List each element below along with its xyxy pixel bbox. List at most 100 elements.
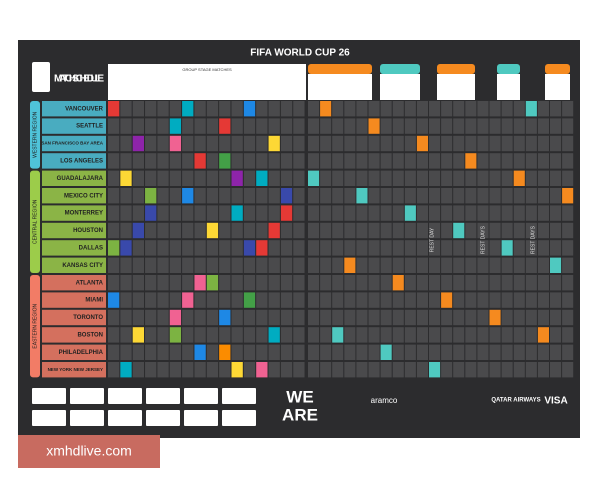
- grid-cell: [368, 292, 380, 308]
- grid-cell: [356, 275, 368, 291]
- grid-cell: [206, 101, 219, 117]
- grid-cell: [525, 135, 537, 152]
- grid-cell: [293, 292, 305, 308]
- grid-cell: [145, 257, 157, 273]
- grid-cell: [489, 327, 501, 343]
- grid-cell: [256, 205, 268, 221]
- grid-cell: [320, 188, 332, 204]
- grid-cell: [169, 309, 182, 326]
- grid-cell: [108, 309, 120, 326]
- grid-cell: [501, 309, 513, 326]
- grid-cell: [293, 135, 305, 152]
- grid-cell: [206, 257, 219, 273]
- grid-cell: [231, 170, 243, 186]
- grid-cell: [280, 292, 293, 308]
- grid-cell: [308, 309, 320, 326]
- grid-cell: [243, 344, 256, 360]
- grid-cell: [243, 240, 256, 256]
- grid-cell: [416, 101, 428, 117]
- grid-cell: [453, 205, 465, 221]
- logo-badge: [32, 62, 50, 92]
- region-bar: [30, 275, 40, 378]
- grid-cell: [525, 205, 537, 221]
- grid-cell: [368, 188, 380, 204]
- grid-cell: [256, 292, 268, 308]
- grid-cell: [293, 222, 305, 239]
- grid-cell: [182, 257, 194, 273]
- grid-cell: [392, 153, 404, 169]
- grid-cell: [537, 222, 549, 239]
- grid-cell: [219, 188, 231, 204]
- grid-cell: [404, 257, 416, 273]
- grid-cell: [182, 344, 194, 360]
- grid-cell: [206, 222, 219, 239]
- grid-cell: [441, 205, 453, 221]
- city-box: [42, 275, 106, 291]
- grid-cell: [465, 205, 477, 221]
- city-box: [42, 222, 106, 239]
- group-box: [222, 410, 256, 426]
- grid-cell: [380, 205, 392, 221]
- grid-cell: [525, 257, 537, 273]
- grid-cell: [441, 257, 453, 273]
- city-name: DALLAS: [79, 245, 103, 251]
- grid-cell: [169, 257, 182, 273]
- grid-cell: [550, 344, 562, 360]
- grid-cell: [231, 362, 243, 378]
- grid-cell: [429, 118, 441, 134]
- grid-cell: [256, 362, 268, 378]
- grid-cell: [380, 275, 392, 291]
- grid-cell: [157, 222, 169, 239]
- grid-cell: [332, 170, 344, 186]
- grid-cell: [320, 257, 332, 273]
- grid-cell: [562, 118, 574, 134]
- sponsor: VISA: [544, 396, 567, 407]
- grid-cell: [453, 188, 465, 204]
- grid-cell: [320, 153, 332, 169]
- grid-cell: [477, 344, 489, 360]
- grid-cell: [320, 275, 332, 291]
- grid-cell: [206, 170, 219, 186]
- grid-cell: [477, 292, 489, 308]
- grid-cell: [308, 170, 320, 186]
- grid-cell: [308, 101, 320, 117]
- grid-cell: [380, 135, 392, 152]
- grid-cell: [513, 118, 525, 134]
- grid-cell: [145, 205, 157, 221]
- grid-cell: [368, 170, 380, 186]
- grid-cell: [550, 327, 562, 343]
- grid-cell: [525, 309, 537, 326]
- grid-cell: [194, 222, 206, 239]
- grid-cell: [392, 222, 404, 239]
- grid-cell: [132, 344, 144, 360]
- grid-cell: [513, 135, 525, 152]
- city-box: [42, 101, 106, 117]
- grid-cell: [182, 118, 194, 134]
- grid-cell: [550, 257, 562, 273]
- grid-cell: [268, 362, 280, 378]
- grid-cell: [356, 309, 368, 326]
- grid-cell: [501, 240, 513, 256]
- grid-cell: [368, 362, 380, 378]
- grid-cell: [356, 135, 368, 152]
- grid-cell: [344, 240, 356, 256]
- grid-cell: [332, 240, 344, 256]
- grid-cell: [320, 170, 332, 186]
- grid-cell: [219, 205, 231, 221]
- grid-cell: [525, 170, 537, 186]
- grid-cell: [368, 327, 380, 343]
- grid-cell: [120, 344, 132, 360]
- grid-cell: [525, 101, 537, 117]
- grid-cell: [380, 188, 392, 204]
- grid-cell: [320, 222, 332, 239]
- grid-cell: [332, 118, 344, 134]
- group-box: [108, 410, 142, 426]
- grid-cell: [182, 327, 194, 343]
- grid-cell: [120, 240, 132, 256]
- grid-cell: [513, 170, 525, 186]
- grid-cell: [108, 188, 120, 204]
- grid-cell: [219, 222, 231, 239]
- grid-cell: [243, 309, 256, 326]
- grid-cell: [441, 188, 453, 204]
- grid-cell: [501, 327, 513, 343]
